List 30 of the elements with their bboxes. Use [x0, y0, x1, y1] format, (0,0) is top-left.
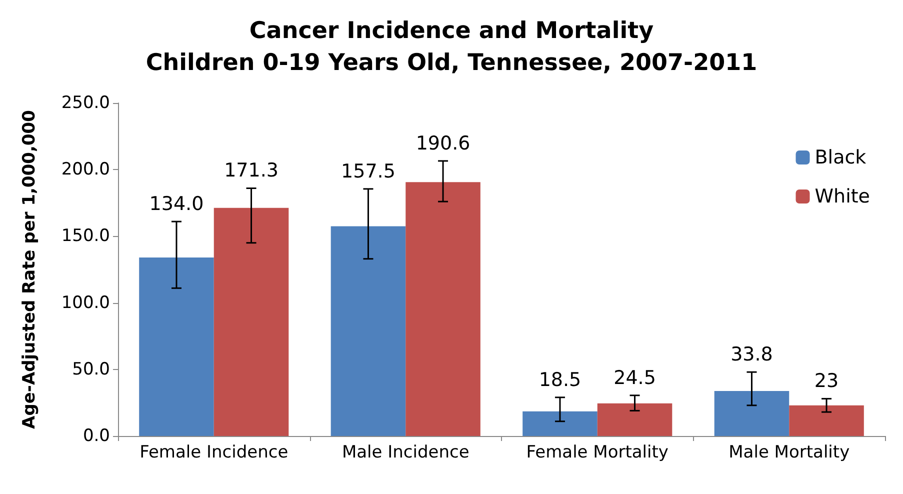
data-label: 134.0	[149, 193, 204, 216]
bar	[714, 390, 790, 436]
data-label: 190.6	[416, 132, 470, 154]
y-tick-label: 200.0	[61, 160, 110, 180]
bar	[214, 208, 289, 436]
data-label: 157.5	[341, 160, 396, 182]
bar	[406, 182, 480, 436]
x-tick-label: Male Incidence	[342, 442, 470, 462]
x-tick-label: Female Mortality	[526, 442, 668, 462]
y-axis-title: Age-Adjusted Rate per 1,000,000	[20, 110, 40, 429]
data-label: 23	[814, 370, 839, 392]
legend-label: White	[814, 186, 870, 208]
legend-label: Black	[814, 146, 866, 168]
bar	[597, 403, 672, 436]
data-label: 24.5	[614, 366, 656, 389]
bar	[789, 405, 864, 436]
y-tick-label: 100.0	[61, 292, 110, 313]
bar	[139, 258, 214, 436]
x-tick-label: Female Incidence	[140, 442, 288, 462]
y-tick-label: 50.0	[72, 359, 110, 380]
chart-title: Cancer Incidence and Mortality Children 0-19 Years Old, Tennessee, 2007-2011	[146, 18, 758, 76]
x-tick-label: Male Mortality	[728, 442, 850, 462]
data-label: 33.8	[730, 344, 773, 366]
y-tick-label: 0.0	[82, 426, 110, 446]
y-tick-label: 150.0	[61, 226, 110, 246]
y-tick-label: 250.0	[61, 93, 110, 113]
data-label: 171.3	[224, 160, 278, 182]
bar	[522, 411, 598, 436]
data-label: 18.5	[538, 368, 582, 391]
bar	[330, 226, 406, 436]
